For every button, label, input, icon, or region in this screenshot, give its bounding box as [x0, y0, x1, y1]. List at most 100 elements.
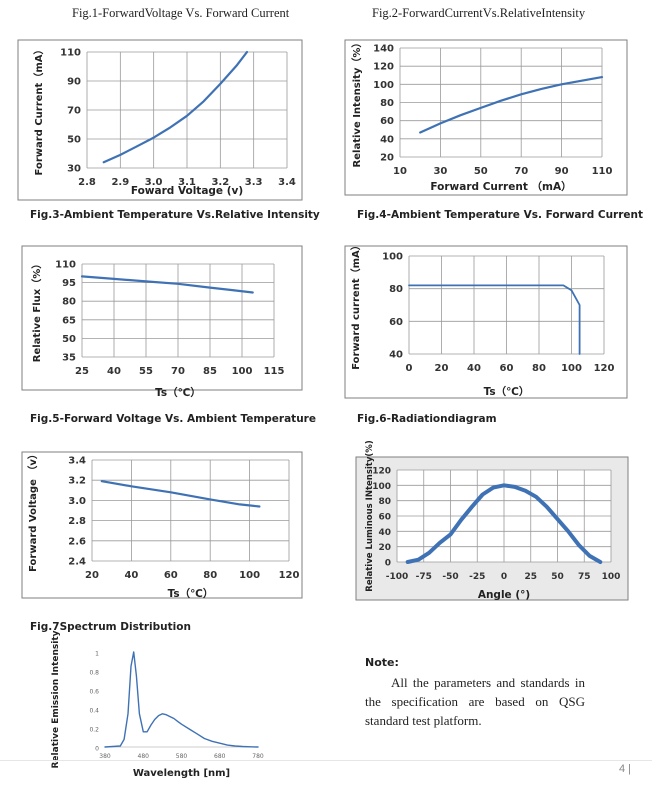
fig5-ytick-label: 2.4	[68, 557, 86, 568]
fig4-xtick-label: 80	[532, 363, 546, 374]
fig7-ytick-label: 0.6	[89, 689, 99, 696]
fig6-ytick-label: 40	[378, 528, 391, 538]
fig3-ytick-label: 110	[55, 260, 76, 271]
fig7-ytick-label: 0.8	[89, 670, 99, 677]
fig4-ytick-label: 40	[389, 350, 403, 361]
fig7-xlabel: Wavelength [nm]	[133, 768, 230, 779]
fig3-ytick-label: 95	[62, 278, 76, 289]
fig5-xtick-label: 100	[239, 570, 260, 581]
fig5-xtick-label: 80	[203, 570, 217, 581]
fig2-xtick-label: 90	[555, 166, 569, 177]
fig7-ytick-label: 0.2	[89, 727, 99, 734]
fig1-xtick-label: 2.9	[111, 177, 129, 188]
fig1-ytick-label: 30	[67, 164, 81, 175]
fig1-ylabel: Forward Current（mA）	[32, 45, 45, 176]
fig2-ytick-label: 40	[380, 134, 394, 145]
fig1-group: 110 90 70 50 30 2.8 2.9 3.0 3.1 3.2 3.3 3.4 Foward V…	[17, 39, 303, 201]
fig7-ylabel: Relative Emission Intensity	[51, 630, 61, 768]
fig5-series-line	[100, 480, 261, 508]
fig1-xtick-label: 3.0	[145, 177, 163, 188]
fig6-xtick-label: 25	[524, 572, 537, 582]
fig4-title: Fig.4-Ambient Temperature Vs. Forward Cu…	[357, 209, 644, 221]
fig4-ytick-label: 100	[382, 252, 403, 263]
fig7-xtick-label: 780	[252, 753, 264, 760]
fig6-xtick-label: 100	[602, 572, 621, 582]
fig6-xtick-label: 75	[578, 572, 591, 582]
fig4-ytick-label: 80	[389, 284, 403, 295]
fig2-xtick-label: 10	[393, 166, 407, 177]
fig3-xtick-label: 100	[232, 366, 253, 377]
fig7-ytick-label: 1	[95, 651, 99, 658]
fig4-xtick-label: 100	[561, 363, 582, 374]
fig3-xtick-label: 70	[171, 366, 185, 377]
fig1-xtick-label: 2.8	[78, 177, 96, 188]
fig5-xlabel: Ts（℃）	[168, 587, 214, 600]
fig4-xtick-label: 20	[435, 363, 449, 374]
fig5-ytick-label: 3.2	[68, 476, 86, 487]
fig5-title: Fig.5-Forward Voltage Vs. Ambient Temper…	[30, 413, 316, 425]
fig3-ytick-label: 65	[62, 315, 76, 326]
fig7-xtick-label: 480	[138, 753, 150, 760]
fig2-ytick-label: 20	[380, 153, 394, 164]
fig3-xtick-label: 55	[139, 366, 153, 377]
fig2-series-line	[419, 76, 604, 134]
fig2-ytick-label: 120	[373, 62, 394, 73]
fig1-frame	[17, 39, 303, 201]
fig6-xtick-label: -75	[416, 572, 432, 582]
fig4-xtick-label: 60	[500, 363, 514, 374]
fig5-ytick-label: 3.0	[68, 496, 86, 507]
fig3-xtick-label: 40	[107, 366, 121, 377]
fig6-ytick-label: 120	[372, 467, 391, 477]
fig3-title: Fig.3-Ambient Temperature Vs.Relative In…	[30, 209, 320, 221]
fig7-ytick-label: 0	[95, 746, 99, 753]
fig3-ytick-label: 50	[62, 334, 76, 345]
fig4-xtick-label: 40	[467, 363, 481, 374]
note-text: All the parameters and standards in the …	[365, 675, 585, 728]
fig7-xtick-label: 580	[176, 753, 188, 760]
fig1-xtick-label: 3.3	[245, 177, 263, 188]
fig6-xtick-label: -50	[442, 572, 458, 582]
fig4-ylabel: Forward current（mA）	[349, 240, 362, 370]
fig6-ytick-label: 100	[372, 482, 391, 492]
fig6-ytick-label: 60	[378, 513, 391, 523]
fig3-xtick-label: 115	[264, 366, 285, 377]
fig2-group: 140 120 100 80 60 40 20 10 30 50 70 90 110 Forward Cu…	[344, 38, 628, 196]
fig2-ylabel: Relative Intensity（%）	[350, 38, 363, 168]
page-number: 4 |	[619, 763, 632, 775]
fig5-xtick-label: 20	[85, 570, 99, 581]
fig6-ylabel: Relative Luminous INtensity(%)	[365, 440, 375, 592]
note-title: Note:	[365, 656, 399, 669]
fig2-ytick-label: 100	[373, 80, 394, 91]
fig2-xtick-label: 70	[514, 166, 528, 177]
fig2-ytick-label: 80	[380, 98, 394, 109]
fig3-group: 110 95 80 65 50 35 25 40 55 70 85 100 115 Ts（℃） Relati…	[21, 245, 303, 399]
fig5-frame	[21, 451, 303, 599]
fig6-xtick-label: -100	[386, 572, 409, 582]
fig1-ytick-label: 50	[67, 135, 81, 146]
fig4-ytick-label: 60	[389, 317, 403, 328]
fig5-ytick-label: 2.8	[68, 516, 86, 527]
fig6-xtick-label: 0	[501, 572, 507, 582]
fig6-group: 120 100 80 60 40 20 0 -100 -75 -50 -25 0 25 50 75 100 An…	[355, 440, 629, 601]
fig7-xtick-label: 680	[214, 753, 226, 760]
fig7-series-line	[104, 651, 259, 748]
fig1-xlabel: Foward Voltage (v)	[131, 185, 243, 197]
fig2-xtick-label: 110	[592, 166, 613, 177]
fig3-frame	[21, 245, 303, 391]
fig5-ytick-label: 3.4	[68, 456, 86, 467]
fig5-ylabel: Forward Voltage （v）	[26, 449, 39, 572]
fig4-xtick-label: 0	[406, 363, 413, 374]
fig3-xlabel: Ts（℃）	[155, 386, 201, 399]
fig2-xlabel: Forward Current （mA）	[430, 180, 571, 193]
fig1-series-line	[102, 50, 249, 164]
fig3-ytick-label: 80	[62, 297, 76, 308]
fig3-xtick-label: 85	[203, 366, 217, 377]
fig4-series-line	[408, 284, 581, 355]
fig6-ytick-label: 80	[378, 497, 391, 507]
fig6-xlabel: Angle (°)	[478, 589, 530, 601]
fig4-xlabel: Ts（℃）	[484, 385, 530, 398]
fig2-ytick-label: 140	[373, 44, 394, 55]
